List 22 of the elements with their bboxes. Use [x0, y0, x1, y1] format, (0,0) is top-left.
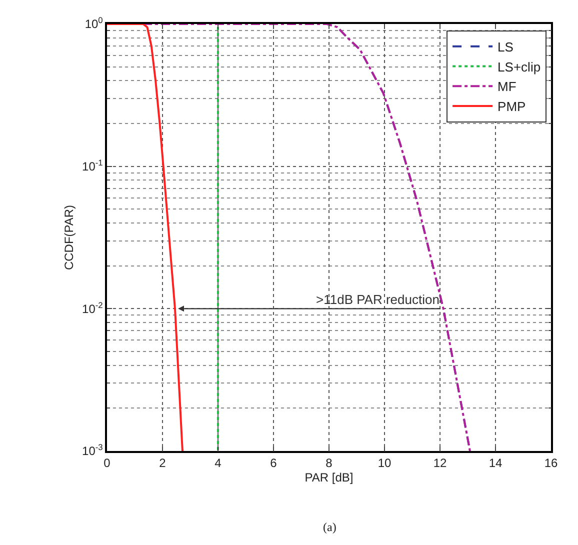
- x-axis-title: PAR [dB]: [304, 470, 354, 485]
- y-axis-title: CCDF(PAR): [62, 204, 76, 270]
- x-tick-label: 4: [214, 456, 222, 470]
- y-tick-label: 10$^{-3}$: [82, 442, 104, 458]
- x-tick-label: 8: [326, 456, 333, 470]
- legend-label: LS: [498, 39, 514, 54]
- x-tick-label: 10: [378, 456, 392, 470]
- x-tick-label: 0: [104, 456, 111, 470]
- legend-label: PMP: [498, 99, 526, 114]
- legend-label: LS+clip: [498, 59, 541, 74]
- text: (a): [323, 520, 336, 534]
- y-tick-label: 10$^{-2}$: [82, 300, 104, 316]
- x-tick-label: 14: [488, 456, 502, 470]
- x-tick-label: 6: [270, 456, 278, 470]
- x-tick-label: 2: [159, 456, 166, 470]
- x-tick-label: 12: [433, 456, 447, 470]
- x-tick-label: 16: [544, 456, 558, 470]
- y-tick-label: 10$^{-1}$: [82, 157, 104, 174]
- annotation: >11dB PAR reduction: [316, 292, 440, 307]
- line-series: [107, 24, 184, 451]
- y-tick-label: 10$^{0}$: [84, 15, 104, 32]
- legend-label: MF: [498, 79, 516, 94]
